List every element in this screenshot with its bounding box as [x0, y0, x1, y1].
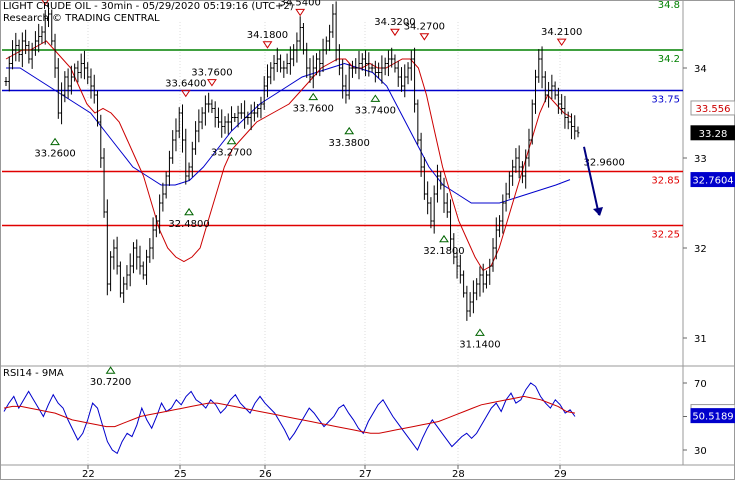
y-tick-label: 34	[694, 64, 707, 75]
y-tick-label: 31	[694, 334, 707, 345]
rsi-value-label: 50.5189	[692, 412, 733, 423]
price-value-box	[690, 172, 735, 188]
annotation-label: 34.1800	[247, 30, 288, 41]
x-tick-label: 29	[554, 469, 567, 480]
resistance-marker	[390, 28, 400, 37]
level-label-support: 32.85	[651, 176, 680, 187]
price-value-box	[690, 125, 735, 141]
chart-title: LIGHT CRUDE OIL - 30min - 05/29/2020 05:…	[3, 1, 294, 12]
rsi-line	[3, 382, 576, 455]
resistance-marker	[41, 0, 49, 6]
ma-fast-line	[5, 40, 573, 272]
ma-slow-line	[6, 62, 571, 204]
x-tick-label: 22	[82, 469, 95, 480]
rsi-y-tick-label: 30	[694, 446, 707, 457]
annotation-label: 33.6400	[165, 78, 206, 89]
price-value-label: 33.556	[696, 104, 731, 115]
resistance-marker	[556, 38, 567, 47]
support-marker	[308, 92, 319, 101]
annotation-label: 33.7600	[191, 68, 232, 79]
resistance-marker	[262, 41, 273, 49]
support-marker	[370, 94, 381, 102]
y-tick-label: 33	[694, 154, 707, 165]
annotation-label: 30.7200	[90, 377, 131, 388]
support-marker	[50, 137, 60, 146]
level-label-support: 32.25	[651, 230, 680, 241]
support-marker	[475, 328, 485, 336]
support-marker	[184, 207, 194, 216]
resistance-marker	[419, 33, 430, 41]
annotation-label: 34.5400	[279, 0, 320, 8]
annotation-label: 33.2600	[34, 149, 75, 160]
annotation-label: 31.1400	[459, 339, 500, 350]
annotation-label: 33.2700	[211, 148, 252, 159]
annotation-label: 32.4800	[168, 219, 209, 230]
annotation-label: 33.7400	[355, 105, 396, 116]
x-tick-label: 28	[452, 469, 465, 480]
price-value-label: 33.28	[699, 129, 728, 140]
annotation-label: 34.2100	[541, 27, 582, 38]
support-marker	[344, 126, 355, 135]
rsi-y-tick-label: 70	[694, 379, 707, 390]
price-value-label: 32.7604	[692, 176, 733, 187]
annotation-label: 34.2700	[404, 22, 445, 33]
chart-credit: Research © TRADING CENTRAL	[3, 13, 160, 24]
level-label-pivot: 33.75	[651, 95, 680, 106]
x-tick-label: 27	[359, 469, 372, 480]
annotation-label: 32.1800	[423, 246, 464, 257]
x-tick-label: 25	[174, 469, 187, 480]
resistance-marker	[295, 8, 306, 17]
support-marker	[439, 234, 449, 243]
y-tick-label: 32	[694, 244, 707, 255]
rsi-ma-line	[3, 395, 576, 434]
annotation-label: 34.3200	[374, 17, 415, 28]
resistance-marker	[206, 79, 217, 87]
annotation-label: 33.3800	[329, 138, 370, 149]
forecast-arrow	[583, 146, 600, 216]
x-tick-label: 26	[259, 469, 272, 480]
resistance-marker	[180, 89, 191, 98]
level-label-resistance: 34.8	[658, 0, 680, 11]
target-label: 32.9600	[583, 158, 624, 169]
forecast-arrowhead	[593, 207, 603, 216]
level-label-resistance: 34.2	[658, 54, 680, 65]
annotation-label: 33.7600	[293, 104, 334, 115]
rsi-panel-label: RSI14 - 9MA	[3, 368, 64, 379]
rsi-value-box	[690, 408, 735, 424]
support-marker	[105, 366, 116, 374]
price-value-box	[690, 100, 735, 116]
support-marker	[226, 136, 237, 145]
